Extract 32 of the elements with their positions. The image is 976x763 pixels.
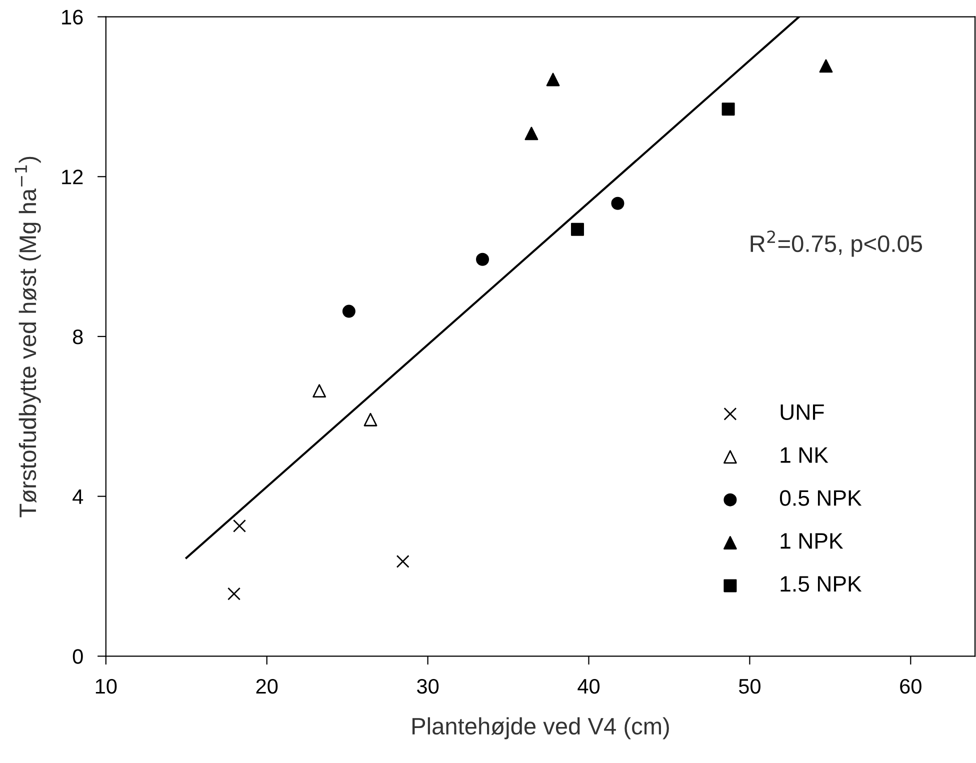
legend-label: 1 NPK xyxy=(780,533,844,549)
point xyxy=(364,412,378,426)
x-tick-label: 10 xyxy=(96,678,117,694)
y-tick-label: 8 xyxy=(72,329,83,344)
x-tick-label: 40 xyxy=(578,678,600,694)
point xyxy=(546,72,560,86)
legend-label: 0.5 NPK xyxy=(780,490,862,506)
y-tick-label: 0 xyxy=(72,649,83,664)
y-tick-label: 16 xyxy=(62,10,83,25)
point xyxy=(570,222,584,236)
x-tick-label: 20 xyxy=(256,678,278,694)
x-axis-title: Plantehøjde ved V4 (cm) xyxy=(412,717,669,740)
point xyxy=(342,304,356,318)
point xyxy=(476,252,490,266)
point xyxy=(722,102,735,116)
x-tick-label: 60 xyxy=(900,678,922,694)
x-tick-label: 30 xyxy=(417,678,439,694)
annotation: R$^{2}$=0.75, p<0.05 xyxy=(750,230,922,257)
y-tick-label: 4 xyxy=(72,490,84,504)
legend-label: 1 NK xyxy=(780,447,828,463)
y-axis-title: Tørstofudbytte ved høst (Mg ha$^{−1}$) xyxy=(14,156,41,518)
point xyxy=(819,59,833,73)
y-tick-label: 12 xyxy=(62,170,83,184)
x-tick-label: 50 xyxy=(738,678,760,694)
point xyxy=(228,587,241,600)
point xyxy=(232,519,246,532)
legend-label: UNF xyxy=(780,404,824,420)
point xyxy=(312,384,326,398)
point xyxy=(611,196,624,210)
point xyxy=(396,554,410,568)
point xyxy=(524,126,538,140)
legend-label: 1.5 NPK xyxy=(780,576,862,592)
